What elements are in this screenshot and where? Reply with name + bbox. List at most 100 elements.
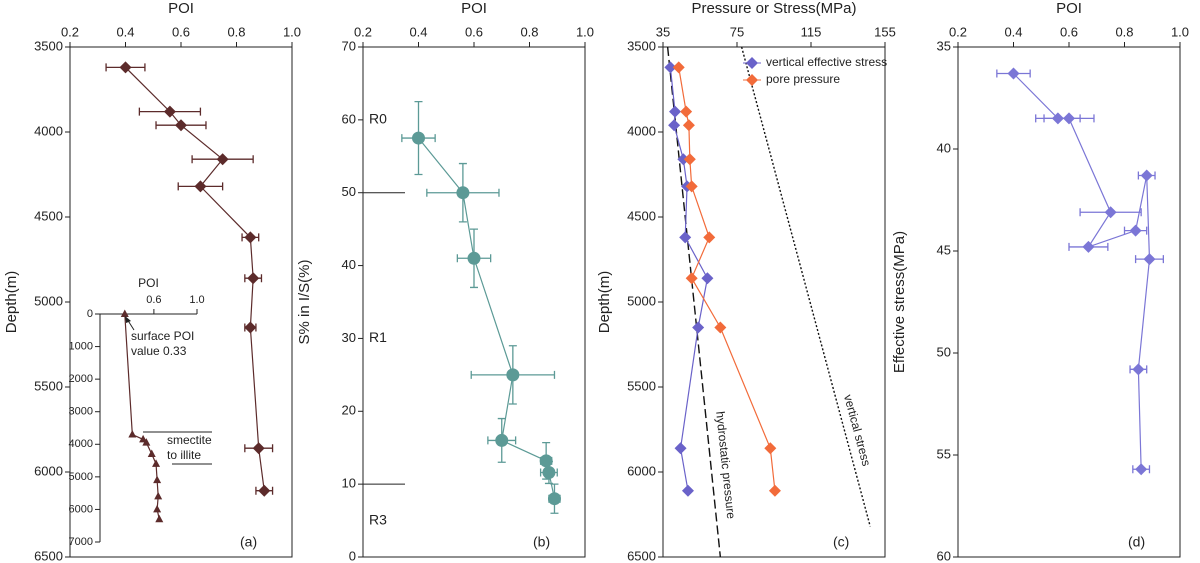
marker — [680, 105, 693, 118]
x-tick-label: 0.8 — [227, 24, 245, 39]
y-tick-label: 4000 — [34, 123, 63, 138]
marker — [142, 438, 151, 446]
y-tick-label: 45 — [937, 242, 951, 257]
y-axis-label: Effective stress(MPa) — [891, 231, 908, 373]
x-tick-label: 0.8 — [520, 24, 538, 39]
y-tick-label: 55 — [937, 446, 951, 461]
y-tick-label: 1000 — [69, 340, 93, 352]
marker — [412, 131, 425, 145]
y-tick-label: 5000 — [627, 293, 656, 308]
marker — [120, 309, 129, 317]
panel-label: (d) — [1128, 534, 1145, 550]
y-tick-label: 5000 — [69, 471, 93, 483]
y-tick-label: 0 — [87, 308, 93, 320]
x-tick-label: 155 — [874, 24, 896, 39]
y-tick-label: 5500 — [34, 378, 63, 393]
series-line — [125, 66, 265, 491]
y-tick-label: 6000 — [34, 463, 63, 478]
marker — [714, 321, 727, 334]
zone-label: R1 — [369, 329, 387, 345]
marker — [681, 484, 694, 497]
x-tick-label: 0.6 — [465, 24, 483, 39]
marker — [1007, 67, 1020, 80]
x-tick-label: 0.6 — [146, 294, 161, 306]
marker — [668, 119, 681, 132]
legend-label: pore pressure — [766, 72, 840, 86]
marker — [152, 459, 161, 467]
y-tick-label: 60 — [342, 111, 356, 126]
x-tick-label: 1.0 — [1171, 24, 1189, 39]
marker — [682, 119, 695, 132]
x-tick-label: 0.4 — [409, 24, 427, 39]
y-tick-label: 2000 — [69, 373, 93, 385]
x-tick-label: 0.4 — [1004, 24, 1022, 39]
zone-label: R3 — [369, 511, 387, 527]
marker — [147, 449, 156, 458]
marker — [669, 105, 682, 118]
marker — [244, 231, 257, 244]
marker — [539, 454, 553, 468]
marker — [764, 442, 777, 455]
y-axis-label: S% in I/S(%) — [296, 259, 313, 344]
marker — [153, 475, 162, 484]
y-tick-label: 35 — [937, 38, 951, 53]
legend-marker — [746, 74, 758, 86]
x-axis-label: POI — [168, 0, 194, 17]
series-line — [124, 313, 160, 520]
y-tick-label: 4000 — [627, 123, 656, 138]
x-tick-label: 1.0 — [576, 24, 594, 39]
y-tick-label: 5000 — [34, 293, 63, 308]
x-axis-label: POI — [138, 276, 159, 290]
marker — [692, 321, 705, 334]
legend-label: vertical effective stress — [766, 55, 887, 69]
x-tick-label: 1.0 — [189, 294, 204, 306]
marker — [547, 492, 561, 506]
marker — [674, 442, 687, 455]
x-tick-label: 115 — [801, 24, 822, 39]
series-line — [1013, 73, 1151, 470]
panel-label: (a) — [240, 534, 257, 550]
series-line — [678, 67, 776, 491]
marker — [701, 272, 714, 285]
marker — [153, 504, 162, 513]
arrow-head — [125, 316, 131, 323]
marker — [456, 186, 470, 200]
marker — [216, 153, 229, 166]
y-tick-label: 5500 — [627, 378, 656, 393]
y-tick-label: 3000 — [69, 406, 93, 418]
marker — [683, 153, 696, 166]
x-axis-label: Pressure or Stress(MPa) — [691, 0, 856, 17]
x-tick-label: 35 — [656, 24, 670, 39]
marker — [1132, 363, 1145, 376]
x-tick-label: 75 — [730, 24, 744, 39]
marker — [163, 105, 176, 118]
annotation: surface POI value 0.33 — [131, 329, 195, 358]
marker — [252, 442, 265, 455]
annotation: smectite to illite — [167, 433, 212, 462]
marker — [685, 180, 698, 193]
y-tick-label: 4500 — [627, 208, 656, 223]
marker — [703, 231, 716, 244]
marker — [1104, 206, 1117, 219]
y-tick-label: 70 — [342, 38, 356, 53]
marker — [1082, 240, 1095, 253]
series-line — [669, 67, 709, 491]
y-tick-label: 50 — [342, 184, 356, 199]
y-tick-label: 20 — [342, 403, 356, 418]
marker — [258, 484, 271, 497]
y-tick-label: 60 — [937, 548, 951, 563]
marker — [1143, 253, 1156, 266]
marker — [1129, 224, 1142, 237]
marker — [672, 61, 685, 74]
marker — [542, 465, 556, 479]
y-tick-label: 7000 — [69, 536, 93, 548]
marker — [194, 180, 207, 193]
reference-line-label: hydrostatic pressure — [713, 411, 738, 520]
panel-label: (c) — [833, 534, 849, 550]
reference-line — [740, 46, 871, 527]
marker — [1063, 112, 1075, 125]
y-tick-label: 4500 — [34, 208, 63, 223]
y-tick-label: 6000 — [69, 503, 93, 515]
x-tick-label: 0.6 — [1060, 24, 1078, 39]
x-tick-label: 0.6 — [172, 24, 190, 39]
